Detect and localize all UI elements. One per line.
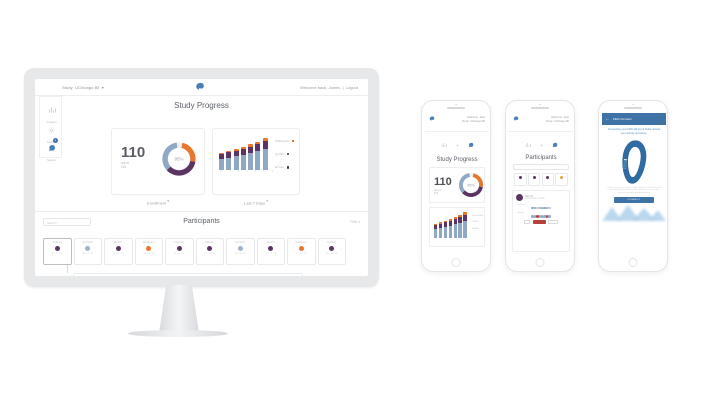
svg-text:95%: 95%	[174, 156, 183, 161]
svg-text:95%: 95%	[467, 182, 475, 187]
